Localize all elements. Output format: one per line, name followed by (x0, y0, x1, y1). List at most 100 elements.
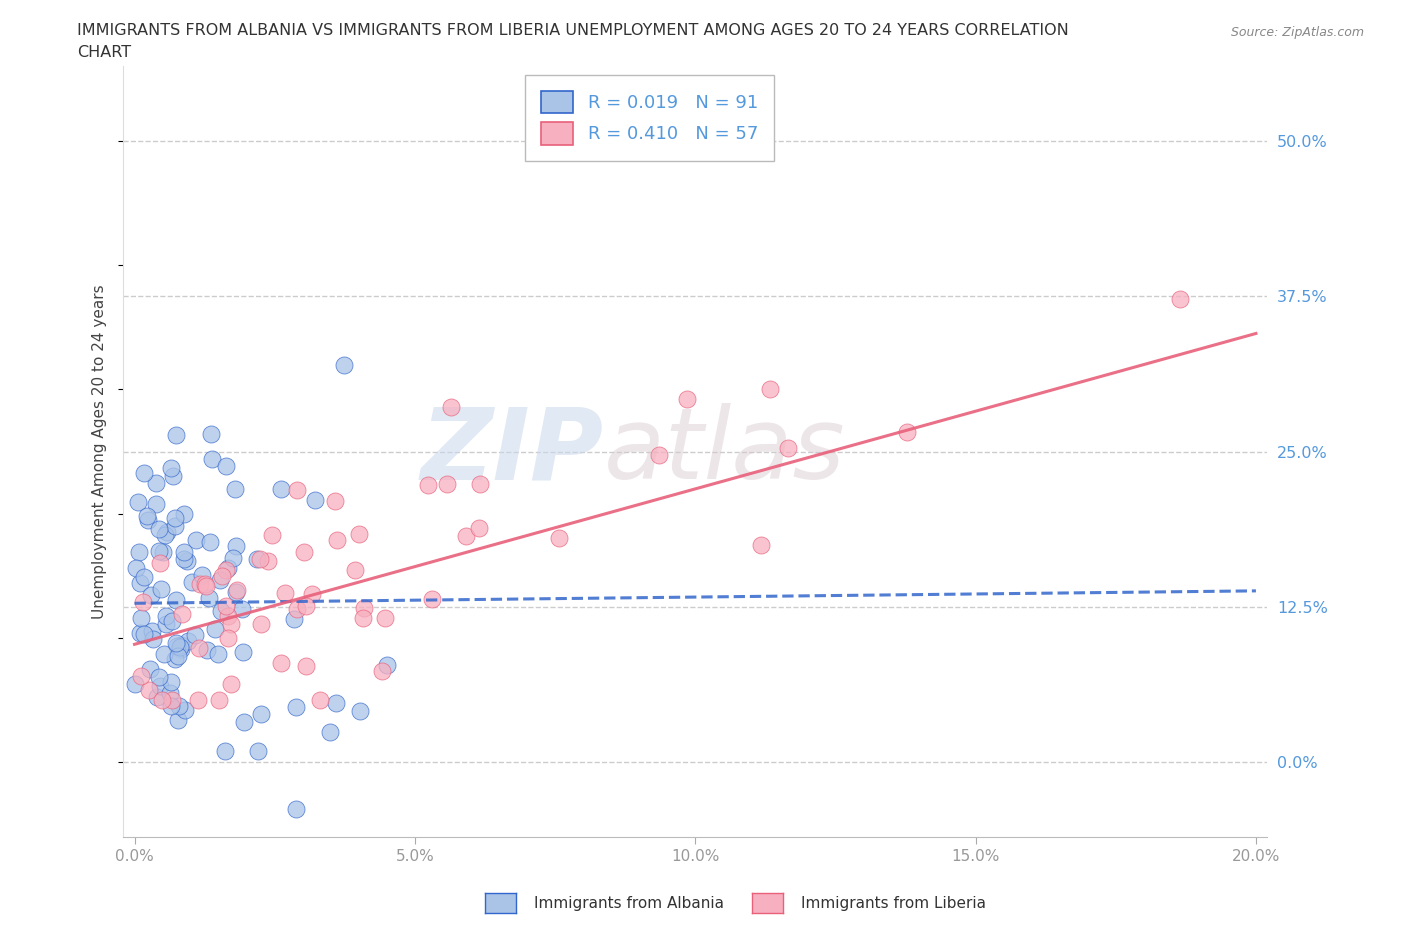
Point (308, 693, 330, 708)
Point (134, 465, 156, 480)
Point (198, 591, 221, 605)
Point (195, 578, 218, 593)
Point (139, 588, 162, 603)
Point (187, 692, 209, 707)
Point (124, 677, 146, 692)
Point (173, 551, 195, 566)
Point (225, 585, 247, 600)
Point (129, 611, 152, 626)
Point (284, 699, 307, 714)
Point (436, 477, 458, 492)
Point (285, 802, 308, 817)
Point (375, 658, 398, 672)
Point (198, 535, 221, 550)
Point (186, 533, 208, 548)
Point (128, 544, 150, 559)
Point (127, 495, 149, 510)
Point (170, 641, 193, 656)
Point (374, 610, 396, 625)
Text: IMMIGRANTS FROM ALBANIA VS IMMIGRANTS FROM LIBERIA UNEMPLOYMENT AMONG AGES 20 TO: IMMIGRANTS FROM ALBANIA VS IMMIGRANTS FR… (77, 23, 1069, 38)
Point (204, 621, 226, 636)
Legend: R = 0.019   N = 91, R = 0.410   N = 57: R = 0.019 N = 91, R = 0.410 N = 57 (524, 75, 775, 161)
Point (217, 560, 239, 575)
Point (180, 575, 202, 590)
Point (225, 538, 247, 553)
Point (211, 569, 233, 584)
Point (163, 511, 186, 525)
Point (132, 626, 155, 641)
Point (217, 631, 239, 645)
Point (134, 569, 156, 584)
Text: Immigrants from Albania: Immigrants from Albania (534, 897, 724, 911)
Point (548, 530, 571, 545)
Point (294, 544, 316, 559)
Point (287, 602, 309, 617)
Point (149, 582, 172, 597)
Point (647, 448, 669, 463)
Point (145, 475, 167, 490)
Point (188, 577, 211, 591)
Point (778, 441, 800, 456)
Point (169, 640, 191, 655)
Point (145, 497, 167, 512)
Point (222, 551, 245, 565)
Point (454, 529, 477, 544)
Point (274, 586, 297, 601)
Text: Immigrants from Liberia: Immigrants from Liberia (801, 897, 987, 911)
Point (165, 427, 187, 442)
Point (231, 602, 253, 617)
Point (148, 543, 170, 558)
Point (294, 659, 316, 674)
Point (125, 561, 148, 576)
Text: ZIP: ZIP (420, 403, 603, 500)
Point (176, 553, 198, 568)
Point (468, 476, 491, 491)
Point (166, 648, 188, 663)
Point (326, 532, 349, 547)
Point (262, 527, 284, 542)
Point (215, 563, 238, 578)
Point (191, 567, 214, 582)
Point (256, 554, 278, 569)
Point (149, 679, 172, 694)
Point (153, 527, 176, 542)
Point (150, 693, 173, 708)
Point (219, 617, 242, 631)
Point (156, 525, 179, 539)
Point (249, 617, 271, 631)
Point (208, 573, 231, 588)
Point (160, 460, 183, 475)
Point (270, 481, 292, 496)
Point (247, 744, 270, 759)
Point (233, 714, 256, 729)
Point (148, 522, 170, 537)
Point (135, 508, 157, 523)
Point (215, 599, 238, 614)
Point (128, 626, 150, 641)
Point (155, 617, 177, 631)
Point (418, 477, 440, 492)
Point (323, 494, 346, 509)
Point (1168, 292, 1191, 307)
Point (160, 693, 183, 708)
Point (159, 698, 181, 713)
Point (217, 609, 239, 624)
Point (160, 614, 183, 629)
Point (167, 712, 190, 727)
Point (468, 521, 491, 536)
Point (214, 744, 236, 759)
Point (132, 594, 155, 609)
Point (173, 545, 195, 560)
Point (173, 702, 195, 717)
Point (232, 644, 254, 659)
Text: CHART: CHART (77, 45, 131, 60)
Point (246, 551, 269, 566)
Point (759, 381, 782, 396)
Point (270, 655, 292, 670)
Point (201, 451, 224, 466)
Text: atlas: atlas (603, 403, 845, 500)
Point (333, 357, 356, 372)
Point (675, 392, 697, 406)
Point (159, 686, 181, 701)
Point (188, 641, 211, 656)
